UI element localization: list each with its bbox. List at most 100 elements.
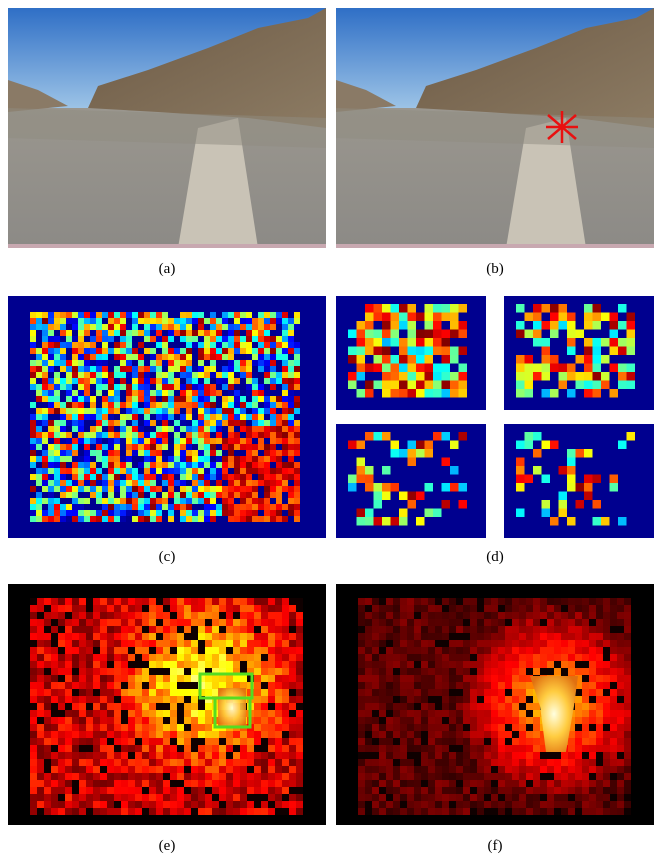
cell (296, 787, 303, 794)
cell (442, 372, 451, 381)
cell (596, 808, 603, 815)
cell (258, 462, 264, 468)
cell (470, 703, 477, 710)
cell (589, 633, 596, 640)
cell (463, 675, 470, 682)
cell (198, 456, 204, 462)
cell (135, 801, 142, 808)
cell (216, 480, 222, 486)
cell (226, 640, 233, 647)
cell (36, 438, 42, 444)
cell (128, 787, 135, 794)
cell (72, 703, 79, 710)
cell (108, 402, 114, 408)
cell (519, 787, 526, 794)
cell (84, 498, 90, 504)
cell (603, 780, 610, 787)
cell (542, 500, 551, 509)
cell (144, 474, 150, 480)
cell (505, 668, 512, 675)
cell (58, 801, 65, 808)
cell (138, 486, 144, 492)
cell (610, 773, 617, 780)
cell (526, 668, 533, 675)
cell (456, 752, 463, 759)
cell (174, 366, 180, 372)
cell (228, 516, 234, 522)
cell (407, 689, 414, 696)
cell (525, 330, 534, 339)
cell (30, 516, 36, 522)
cell (192, 378, 198, 384)
cell (128, 675, 135, 682)
cell (192, 402, 198, 408)
cell (162, 426, 168, 432)
cell (526, 654, 533, 661)
cell (425, 483, 434, 492)
cell (132, 426, 138, 432)
cell (596, 738, 603, 745)
cell (198, 324, 204, 330)
cell (519, 605, 526, 612)
cell (589, 752, 596, 759)
cell (484, 675, 491, 682)
cell (149, 668, 156, 675)
cell (365, 787, 372, 794)
cell (246, 474, 252, 480)
cell (268, 633, 275, 640)
cell (84, 414, 90, 420)
cell (54, 480, 60, 486)
cell (78, 420, 84, 426)
cell (240, 682, 247, 689)
cell (258, 480, 264, 486)
cell (191, 787, 198, 794)
cell (192, 312, 198, 318)
cell (618, 372, 627, 381)
cell (603, 801, 610, 808)
cell (610, 710, 617, 717)
cell (180, 318, 186, 324)
cell (610, 619, 617, 626)
cell (162, 312, 168, 318)
cell (170, 647, 177, 654)
cell (86, 654, 93, 661)
cell (421, 787, 428, 794)
cell (252, 312, 258, 318)
cell (254, 689, 261, 696)
cell (393, 612, 400, 619)
cell (156, 794, 163, 801)
cell (268, 808, 275, 815)
cell (618, 381, 627, 390)
cell (584, 372, 593, 381)
cell (463, 598, 470, 605)
panel-c (8, 296, 326, 538)
cell (84, 360, 90, 366)
cell (156, 619, 163, 626)
cell (294, 468, 300, 474)
cell (156, 787, 163, 794)
cell (268, 745, 275, 752)
cell (270, 504, 276, 510)
cell (44, 619, 51, 626)
cell (554, 647, 561, 654)
cell (120, 336, 126, 342)
cell (596, 717, 603, 724)
cell (282, 408, 288, 414)
cell (589, 773, 596, 780)
cell (120, 402, 126, 408)
cell (30, 724, 37, 731)
cell (428, 605, 435, 612)
cell (258, 318, 264, 324)
cell (135, 626, 142, 633)
cell (498, 801, 505, 808)
cell (79, 808, 86, 815)
cell (48, 486, 54, 492)
cell (219, 759, 226, 766)
cell (575, 605, 582, 612)
cell (30, 717, 37, 724)
cell (93, 731, 100, 738)
cell (484, 640, 491, 647)
cell (596, 731, 603, 738)
cell (365, 509, 374, 518)
cell (289, 633, 296, 640)
